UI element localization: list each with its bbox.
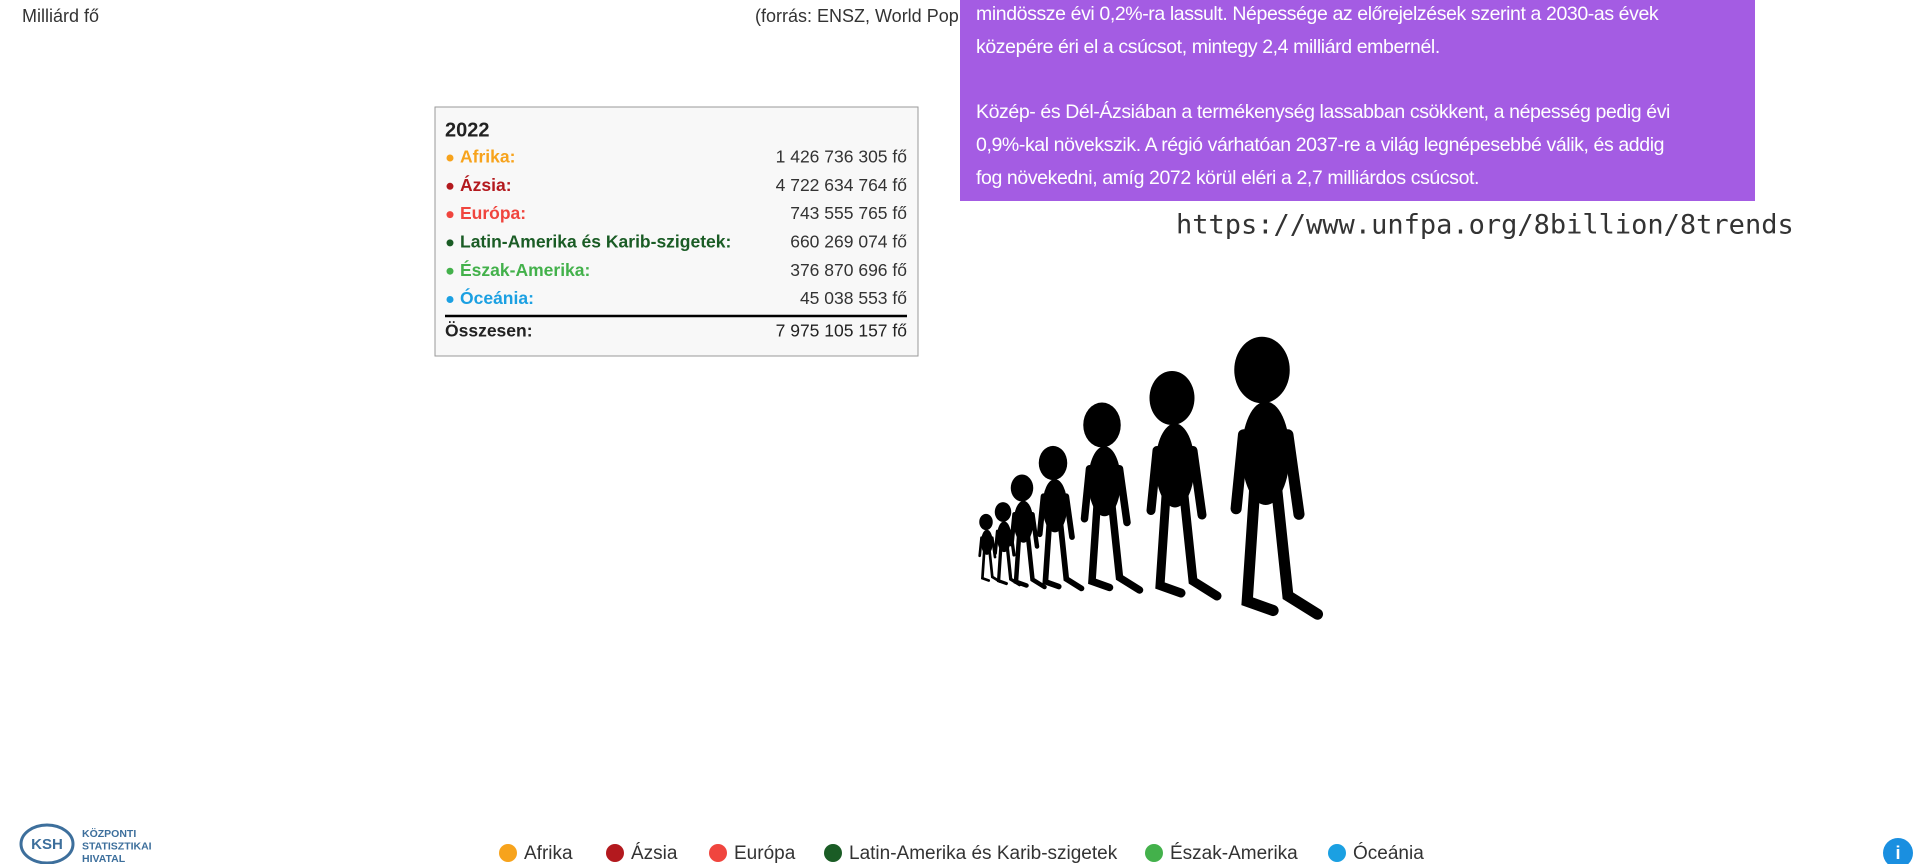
figure-head — [1083, 402, 1121, 448]
figure-body — [1241, 401, 1290, 506]
walking-figure — [1009, 474, 1047, 590]
annotation-line: Közép- és Dél-Ázsiában a termékenység la… — [976, 100, 1670, 123]
info-button[interactable]: i — [1883, 838, 1913, 864]
tooltip-value: 1 426 736 305 fő — [776, 147, 908, 167]
tooltip-dot — [446, 239, 454, 247]
annotation-background — [960, 0, 1755, 201]
figure-limbs — [1036, 493, 1085, 592]
tooltip-value: 660 269 074 fő — [790, 232, 907, 252]
annotation-box: mindössze évi 0,2%-ra lassult. Népessége… — [960, 0, 1755, 201]
walking-figure — [1146, 371, 1222, 601]
logo-abbr: KSH — [31, 836, 63, 853]
tooltip-total-value: 7 975 105 157 fő — [776, 321, 908, 341]
walking-figure — [1080, 402, 1144, 594]
tooltip-label: Ázsia: — [460, 174, 512, 195]
annotation-line: közepére éri el a csúcsot, mintegy 2,4 m… — [976, 36, 1440, 58]
walking-figures — [978, 336, 1324, 620]
tooltip-value: 45 038 553 fő — [800, 288, 907, 308]
walking-figure — [1036, 445, 1085, 592]
tooltip-title: 2022 — [445, 119, 490, 141]
tooltip-label: Afrika: — [460, 147, 515, 167]
figure-body — [996, 521, 1012, 553]
tooltip-background — [434, 106, 919, 357]
figure-head — [1234, 336, 1290, 404]
legend-marker — [606, 844, 624, 862]
figure-limbs — [1230, 429, 1324, 620]
legend-marker — [824, 844, 842, 862]
legend: Afrika Ázsia Európa Latin-Amerika és Karib-… — [499, 842, 1424, 864]
annotation-line: 0,9%-kal növekszik. A régió várhatóan 20… — [976, 134, 1664, 156]
figure-limbs — [1146, 446, 1222, 601]
annotation-line: fog növekedni, amíg 2072 körül eléri a 2… — [976, 167, 1479, 189]
legend-marker — [709, 844, 727, 862]
figure-body — [1042, 479, 1068, 533]
y-axis-label: Milliárd fő — [22, 6, 99, 26]
info-label[interactable]: i — [1895, 843, 1900, 863]
figure-head — [1149, 371, 1195, 425]
tooltip-dot — [446, 182, 454, 190]
tooltip-dot — [446, 296, 454, 303]
figure-body — [1155, 423, 1195, 508]
legend-label: Latin-Amerika és Karib-szigetek — [849, 843, 1118, 864]
walking-figure — [993, 502, 1022, 587]
tooltip-dot — [446, 211, 454, 219]
figure-limbs — [978, 536, 1001, 583]
tooltip-value: 376 870 696 fő — [790, 260, 907, 280]
tooltip-label: Európa: — [460, 203, 526, 223]
legend-marker — [499, 844, 517, 862]
legend-label: Európa — [734, 843, 796, 864]
tooltip-total-label: Összesen: — [445, 321, 533, 341]
info-circle[interactable] — [1883, 838, 1913, 864]
legend-marker — [1145, 844, 1163, 862]
figure-head — [979, 513, 993, 531]
source-url: https://www.unfpa.org/8billion/8trends — [1176, 210, 1794, 241]
walking-figure — [1230, 336, 1324, 620]
logo-line: KÖZPONTI — [82, 827, 136, 840]
figure-limbs — [993, 529, 1022, 587]
legend-label: Afrika — [524, 843, 573, 864]
tooltip-label: Óceánia: — [460, 287, 534, 308]
figure-body — [981, 529, 993, 555]
tooltip-dot — [446, 154, 454, 162]
figure-body — [1013, 500, 1034, 543]
tooltip-value: 743 555 765 fő — [790, 203, 907, 223]
legend-label: Óceánia — [1353, 842, 1424, 864]
logo-line: STATISZTIKAI — [82, 840, 152, 852]
legend-label: Ázsia — [631, 843, 678, 864]
source-note: (forrás: ENSZ, World Pop — [755, 6, 959, 26]
figure-body — [1088, 446, 1121, 517]
tooltip-value: 4 722 634 764 fő — [776, 175, 908, 195]
figure-head — [1038, 445, 1068, 481]
tooltip: 2022 Afrika: 1 426 736 305 fő Ázsia: 4 722 6… — [434, 106, 919, 357]
figure-limbs — [1080, 465, 1144, 594]
tooltip-dot — [446, 267, 454, 275]
annotation-line: mindössze évi 0,2%-ra lassult. Népessége… — [976, 3, 1659, 25]
logo-ring — [19, 823, 75, 864]
legend-label: Észak-Amerika — [1170, 843, 1298, 864]
tooltip-label: Észak-Amerika: — [460, 259, 590, 280]
walking-figure — [978, 513, 1001, 583]
figure-head — [994, 502, 1012, 522]
figure-head — [1010, 474, 1034, 502]
tooltip-label: Latin-Amerika és Karib-szigetek: — [460, 232, 731, 252]
logo-line: HIVATAL — [82, 853, 126, 864]
figure-limbs — [1009, 512, 1047, 590]
legend-marker — [1328, 844, 1346, 862]
